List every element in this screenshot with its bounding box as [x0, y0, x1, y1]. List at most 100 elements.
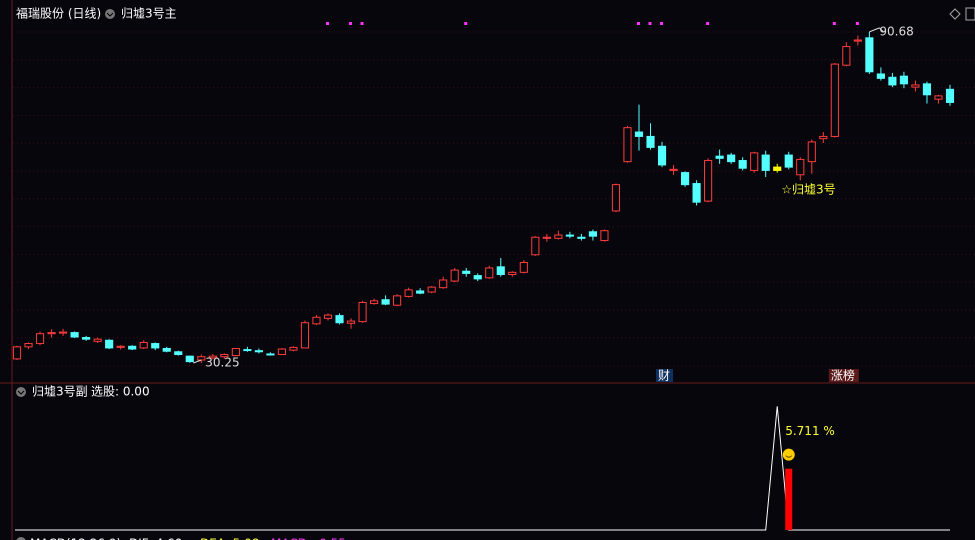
- menu-icon[interactable]: [16, 387, 26, 397]
- badge-bg: [656, 369, 674, 382]
- candle-body: [934, 95, 943, 100]
- candle-body: [300, 322, 310, 349]
- candle-body: [657, 145, 667, 166]
- candle-body: [404, 289, 413, 297]
- sub-value: 选股: 0.00: [91, 385, 150, 399]
- macd-text: DIF: 4.60: [129, 537, 182, 540]
- candle-body: [24, 343, 33, 348]
- candle-body: [704, 160, 713, 202]
- candle-body: [105, 339, 114, 349]
- badge: 涨榜: [831, 368, 855, 383]
- candle-body: [462, 270, 471, 274]
- candle-body: [370, 300, 379, 305]
- main-indicator: 归墟3号主: [121, 7, 177, 21]
- low-label: 30.25: [205, 356, 239, 370]
- candle-body: [439, 279, 448, 289]
- candle-body: [485, 267, 494, 279]
- candle-body: [323, 314, 333, 319]
- candle-body: [59, 331, 68, 334]
- candle-body: [197, 356, 206, 361]
- menu-icon-arrow: [106, 12, 114, 17]
- signal-dot: [832, 22, 836, 25]
- candle-body: [427, 286, 436, 293]
- candle-body: [519, 261, 528, 273]
- candle-body: [128, 345, 137, 350]
- candle-body: [254, 350, 263, 353]
- signal-dot: [660, 22, 664, 25]
- sub-indicator: 归墟3号副: [32, 385, 88, 399]
- signal-text: ☆归墟3号: [781, 183, 835, 197]
- diamond-icon[interactable]: [949, 8, 961, 20]
- candle-body: [715, 155, 724, 159]
- stock-title: 福瑞股份 (日线): [16, 6, 101, 21]
- signal-dot: [360, 22, 364, 25]
- badge-bg: [828, 369, 859, 382]
- candle-body: [565, 234, 574, 237]
- candle-body: [853, 39, 862, 42]
- candle-body: [796, 158, 805, 176]
- macd-text: MACD: -0.55: [271, 537, 346, 540]
- candle-body: [70, 332, 79, 338]
- candle-body: [577, 236, 586, 239]
- candle-body: [47, 332, 56, 335]
- candle-body: [277, 348, 286, 356]
- candle-body: [116, 345, 125, 348]
- candle-body: [876, 73, 885, 79]
- candle-body: [773, 166, 782, 171]
- candle-body: [93, 338, 102, 342]
- indicator-bar: [785, 468, 793, 530]
- candle-body: [899, 75, 908, 85]
- candle-body: [727, 154, 736, 163]
- candle-body: [450, 269, 459, 282]
- candle-body: [611, 184, 621, 212]
- smiley-face: [785, 455, 793, 458]
- signal-dot: [706, 22, 710, 25]
- candle-body: [681, 172, 690, 186]
- menu-icon[interactable]: [105, 9, 115, 19]
- candle-body: [542, 236, 551, 239]
- candle-body: [381, 299, 390, 305]
- signal-dot: [637, 22, 640, 25]
- candle-body: [82, 337, 91, 340]
- candle-body: [911, 84, 920, 88]
- candle-body: [554, 234, 563, 239]
- badge: 财: [658, 369, 670, 383]
- candle-body: [819, 135, 828, 140]
- candle-body: [151, 343, 160, 349]
- candle-body: [830, 63, 839, 137]
- candle-body: [185, 355, 194, 363]
- candle-body: [473, 275, 482, 280]
- candle-body: [416, 290, 425, 294]
- high-label: 90.68: [879, 24, 913, 38]
- candle-body: [496, 266, 505, 276]
- candle-body: [208, 355, 217, 359]
- candle-body: [174, 351, 183, 356]
- smiley: [782, 448, 795, 461]
- candle-body: [346, 320, 356, 324]
- candle-body: [231, 347, 240, 357]
- candle-body: [761, 154, 770, 171]
- candle-body: [945, 88, 955, 103]
- candle-body: [531, 236, 540, 256]
- signal-dot: [464, 22, 468, 25]
- signal-dot: [855, 22, 859, 25]
- menu-icon: [16, 537, 26, 540]
- candle-body: [243, 349, 252, 352]
- candle-body: [220, 354, 229, 358]
- candle-body: [865, 37, 874, 73]
- signal-dot: [648, 22, 652, 25]
- candle-body: [623, 127, 632, 163]
- candle-body: [358, 301, 367, 323]
- high-pointer: [869, 27, 884, 33]
- low-pointer: [193, 359, 202, 364]
- candle-body: [12, 346, 22, 360]
- candle-body: [646, 135, 655, 148]
- candle-body: [669, 168, 678, 171]
- menu-icon-arrow: [17, 390, 25, 395]
- panel-icon[interactable]: [965, 7, 975, 21]
- candle-body: [508, 271, 517, 276]
- candle-body: [922, 83, 932, 96]
- candle-body: [588, 231, 597, 237]
